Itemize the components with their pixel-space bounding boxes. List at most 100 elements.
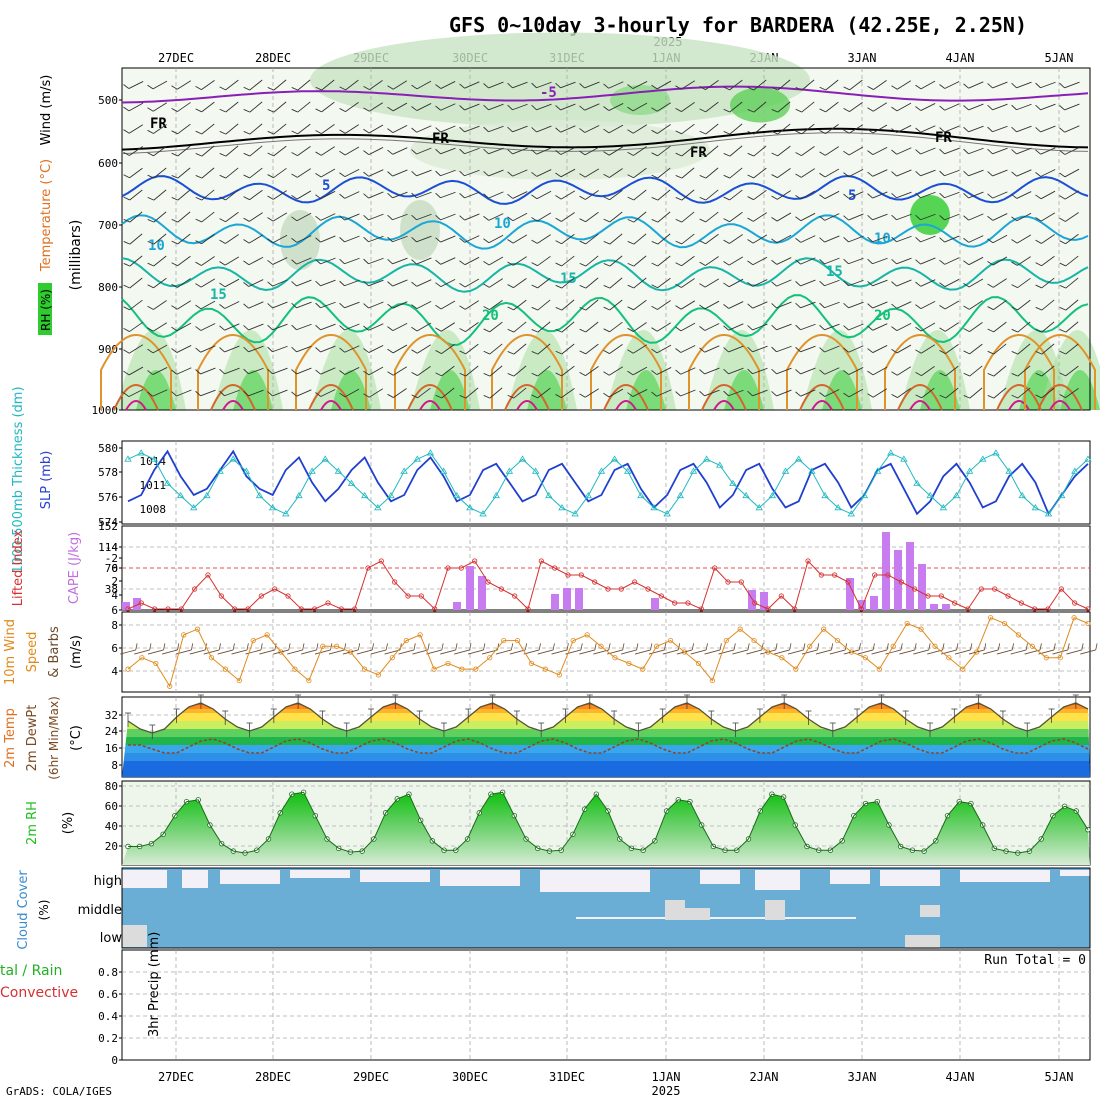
barb-shaft xyxy=(992,191,1008,199)
barb-flag xyxy=(915,237,921,243)
barb-flag xyxy=(603,173,610,178)
cape-bar xyxy=(563,588,571,610)
rh-line xyxy=(128,791,1089,854)
upper-wind-barb xyxy=(579,343,599,355)
barb-flag xyxy=(363,348,370,353)
barb-flag xyxy=(843,215,849,221)
wind-point xyxy=(723,637,729,644)
rh-shading xyxy=(410,120,710,180)
upper-wind-barb xyxy=(483,365,503,377)
barb-shaft xyxy=(488,256,504,266)
barb-flag xyxy=(867,214,873,221)
barb-shaft xyxy=(681,123,695,135)
upper-wind-barb xyxy=(339,168,360,178)
upper-wind-barb xyxy=(939,300,960,310)
barb-flag xyxy=(939,127,945,133)
dewpoint-line xyxy=(128,738,1089,754)
barb-flag xyxy=(939,372,946,377)
barb-flag xyxy=(651,284,658,289)
upper-wind-barb xyxy=(843,102,863,112)
upper-wind-barb xyxy=(387,344,408,354)
upper-wind-barb xyxy=(195,189,215,201)
li-point xyxy=(752,600,758,606)
upper-wind-barb xyxy=(291,123,311,135)
barb-shaft xyxy=(996,649,1013,655)
upper-wind-barb xyxy=(843,388,864,398)
thickness-point xyxy=(203,491,211,499)
upper-wind-barb xyxy=(411,257,432,265)
surface-wind-barb xyxy=(829,643,848,655)
barb-flag xyxy=(675,175,683,179)
surface-wind-barb xyxy=(467,643,486,655)
barb-shaft xyxy=(1052,649,1069,655)
upper-wind-barb xyxy=(795,235,816,243)
barb-flag xyxy=(123,218,131,223)
barb-flag xyxy=(579,83,585,89)
pressure-tick: 700 xyxy=(98,219,118,232)
barb-shaft xyxy=(824,168,840,178)
upper-wind-barb xyxy=(651,344,672,354)
upper-wind-barb xyxy=(723,389,744,397)
barb-flag xyxy=(195,130,202,135)
barb-shaft xyxy=(537,365,551,377)
upper-wind-barb xyxy=(195,167,215,179)
barb-shaft xyxy=(488,125,504,133)
barb-shaft xyxy=(495,649,512,655)
barb-flag xyxy=(267,217,274,222)
rh-pulse-core xyxy=(430,370,470,410)
upper-wind-barb xyxy=(987,299,1007,311)
upper-wind-barb xyxy=(771,212,792,222)
upper-wind-barb xyxy=(867,191,888,199)
barb-shaft xyxy=(632,81,648,89)
barb-flag xyxy=(531,127,537,133)
upper-wind-barb xyxy=(891,366,912,376)
surface-wind-barb xyxy=(648,643,667,655)
barb-flag xyxy=(651,262,658,267)
rh-area xyxy=(122,792,1090,865)
surface-wind-barb xyxy=(328,643,347,655)
upper-wind-barb xyxy=(843,168,864,178)
barb-shaft xyxy=(657,145,671,157)
barb-shaft xyxy=(297,168,311,178)
precip-tick: 0.8 xyxy=(98,966,118,979)
upper-wind-barb xyxy=(459,235,480,243)
barb-flag xyxy=(243,390,249,397)
upper-air-panel: 5006007008009001000-5FRFRFRFR55101015152… xyxy=(38,32,1100,417)
upper-wind-barb xyxy=(795,168,815,178)
barb-flag xyxy=(1053,643,1056,651)
barb-flag xyxy=(987,238,994,244)
barb-flag xyxy=(123,84,130,89)
barb-flag xyxy=(795,281,801,287)
barb-shaft xyxy=(488,234,504,244)
upper-wind-barb xyxy=(507,321,527,333)
barb-flag xyxy=(987,395,995,399)
upper-wind-barb xyxy=(1059,233,1079,245)
isotherm-35-arch xyxy=(419,400,441,411)
li-point xyxy=(1005,593,1011,599)
barb-flag xyxy=(939,282,946,288)
cloud-low-gap xyxy=(122,925,147,947)
upper-wind-barb xyxy=(1059,277,1079,289)
barb-flag xyxy=(819,347,825,353)
barb-shaft xyxy=(368,323,384,331)
upper-wind-barb xyxy=(123,322,143,332)
surface-wind-barb xyxy=(662,643,681,655)
upper-wind-barb xyxy=(555,125,576,133)
contour-label: 15 xyxy=(826,264,843,280)
barb-shaft xyxy=(681,278,695,288)
barb-flag xyxy=(411,84,418,90)
barb-flag xyxy=(291,237,298,243)
barb-flag xyxy=(1011,328,1018,333)
barb-shaft xyxy=(536,103,552,111)
barb-flag xyxy=(603,83,609,89)
barb-flag xyxy=(243,196,250,201)
barb-shaft xyxy=(489,365,503,377)
barb-flag xyxy=(987,328,994,333)
barb-flag xyxy=(747,152,754,157)
barb-flag xyxy=(339,370,346,375)
barb-shaft xyxy=(417,387,431,399)
barb-flag xyxy=(387,393,394,398)
upper-wind-barb xyxy=(891,322,912,332)
barb-shaft xyxy=(776,367,792,375)
isotherm-30-arch xyxy=(113,384,159,411)
